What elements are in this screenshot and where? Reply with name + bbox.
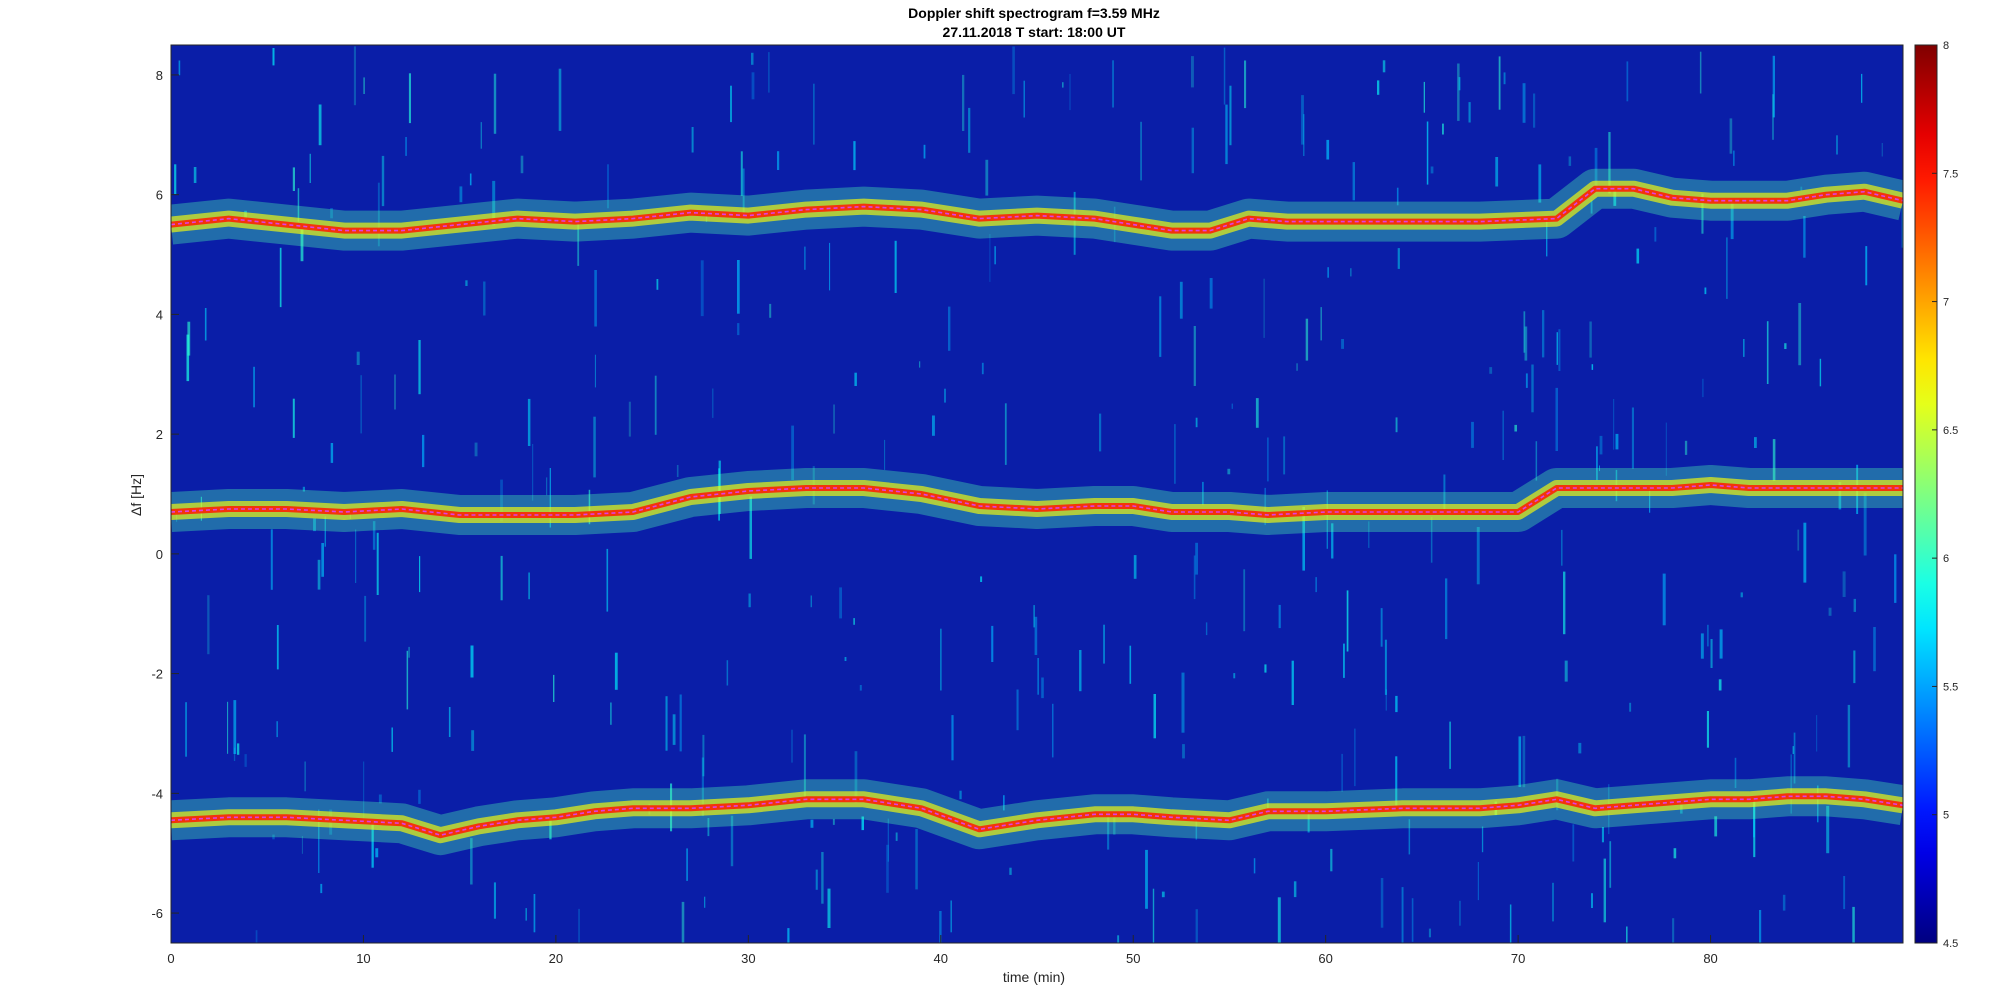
colorbar-tick-label: 6.5 bbox=[1943, 425, 1958, 437]
colorbar-scale bbox=[1914, 44, 1938, 944]
spectrogram-noise bbox=[174, 46, 1903, 943]
x-tick-label: 10 bbox=[356, 951, 370, 966]
chart-subtitle: 27.11.2018 T start: 18:00 UT bbox=[943, 24, 1126, 40]
y-axis-label: Δf [Hz] bbox=[128, 474, 144, 516]
colorbar-tick-label: 5.5 bbox=[1943, 681, 1958, 693]
x-tick-label: 50 bbox=[1126, 951, 1140, 966]
chart-title: Doppler shift spectrogram f=3.59 MHz bbox=[908, 5, 1160, 21]
y-tick-label: 0 bbox=[156, 547, 163, 562]
x-axis-label: time (min) bbox=[1003, 969, 1065, 985]
x-tick-label: 0 bbox=[167, 951, 174, 966]
colorbar-tick-label: 5 bbox=[1943, 810, 1949, 822]
colorbar-tick-label: 8 bbox=[1943, 40, 1949, 52]
y-axis: -6 -4 -2 0 2 4 6 8 bbox=[151, 68, 179, 921]
plot-frame bbox=[170, 44, 1904, 944]
x-tick-label: 60 bbox=[1318, 951, 1332, 966]
colorbar-tick-label: 7.5 bbox=[1943, 168, 1958, 180]
y-tick-label: 2 bbox=[156, 427, 163, 442]
trace-line-2 bbox=[171, 484, 1903, 516]
colorbar: 4.5 5 5.5 6 6.5 7 7.5 8 bbox=[1914, 40, 1958, 950]
trace-line-3 bbox=[171, 795, 1903, 837]
y-tick-label: 8 bbox=[156, 68, 163, 83]
colorbar-tick-label: 4.5 bbox=[1943, 938, 1958, 950]
x-tick-label: 20 bbox=[549, 951, 563, 966]
signal-band-2 bbox=[171, 465, 1903, 535]
x-tick-label: 30 bbox=[741, 951, 755, 966]
signal-band-1 bbox=[171, 168, 1903, 251]
plot-area bbox=[170, 44, 1904, 944]
x-tick-label: 70 bbox=[1511, 951, 1525, 966]
y-tick-label: 6 bbox=[156, 188, 163, 203]
x-tick-label: 80 bbox=[1703, 951, 1717, 966]
y-tick-label: -6 bbox=[151, 906, 163, 921]
trace-line-1 bbox=[171, 187, 1903, 232]
y-tick-label: -2 bbox=[151, 667, 163, 682]
colorbar-tick-label: 6 bbox=[1943, 553, 1949, 565]
x-axis: 0 10 20 30 40 50 60 70 80 bbox=[167, 935, 1718, 966]
y-tick-label: 4 bbox=[156, 307, 163, 322]
colorbar-tick-label: 7 bbox=[1943, 297, 1949, 309]
y-tick-label: -4 bbox=[151, 786, 163, 801]
x-tick-label: 40 bbox=[934, 951, 948, 966]
signal-band-3 bbox=[171, 776, 1903, 856]
